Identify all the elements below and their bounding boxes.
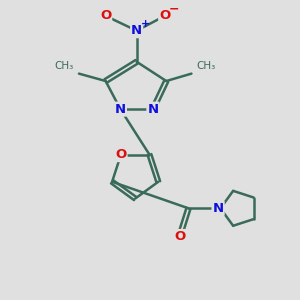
Text: O: O [100, 9, 111, 22]
Text: N: N [212, 202, 224, 215]
Text: CH₃: CH₃ [54, 61, 74, 71]
Text: CH₃: CH₃ [197, 61, 216, 71]
Text: O: O [115, 148, 127, 161]
Text: N: N [147, 103, 158, 116]
Text: N: N [131, 24, 142, 37]
Text: N: N [115, 103, 126, 116]
Text: +: + [141, 19, 150, 28]
Text: O: O [174, 230, 185, 243]
Text: O: O [159, 9, 170, 22]
Text: −: − [169, 3, 179, 16]
